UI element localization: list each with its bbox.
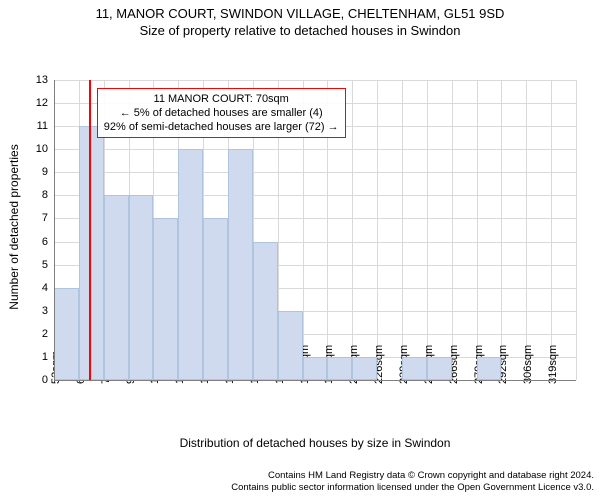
y-tick-label: 13 xyxy=(36,74,54,86)
gridline-h xyxy=(54,80,576,81)
x-tick-label: 319sqm xyxy=(547,345,559,384)
y-tick-label: 10 xyxy=(36,143,54,155)
callout-line: ← 5% of detached houses are smaller (4) xyxy=(104,106,339,120)
y-tick-label: 5 xyxy=(42,259,54,271)
gridline-v xyxy=(377,80,378,380)
histogram-bar xyxy=(477,357,502,380)
histogram-bar xyxy=(327,357,352,380)
gridline-v xyxy=(352,80,353,380)
gridline-v xyxy=(427,80,428,380)
y-tick-label: 8 xyxy=(42,189,54,201)
y-tick-label: 4 xyxy=(42,282,54,294)
histogram-bar xyxy=(278,311,303,380)
y-axis-label: Number of detached properties xyxy=(7,127,21,327)
histogram-bar xyxy=(104,195,129,380)
x-axis xyxy=(54,380,576,381)
histogram-bar xyxy=(402,357,427,380)
y-tick-label: 9 xyxy=(42,166,54,178)
histogram-bar xyxy=(79,126,104,380)
y-tick-label: 7 xyxy=(42,212,54,224)
histogram-bar xyxy=(129,195,154,380)
attribution-footer: Contains HM Land Registry data © Crown c… xyxy=(0,468,600,494)
histogram-bar xyxy=(153,218,178,380)
histogram-bar xyxy=(253,242,278,380)
footer-line: Contains HM Land Registry data © Crown c… xyxy=(0,470,594,482)
y-tick-label: 12 xyxy=(36,97,54,109)
gridline-v xyxy=(526,80,527,380)
histogram-bar xyxy=(303,357,328,380)
histogram-bar xyxy=(427,357,452,380)
histogram-bar xyxy=(352,357,377,380)
gridline-h xyxy=(54,172,576,173)
histogram-bar xyxy=(178,149,203,380)
callout-line: 11 MANOR COURT: 70sqm xyxy=(104,92,339,106)
x-tick-label: 306sqm xyxy=(522,345,534,384)
gridline-v xyxy=(501,80,502,380)
histogram-bar xyxy=(54,288,79,380)
y-tick-label: 3 xyxy=(42,305,54,317)
gridline-v xyxy=(477,80,478,380)
callout-line: 92% of semi-detached houses are larger (… xyxy=(104,120,339,134)
gridline-v xyxy=(452,80,453,380)
property-marker-line xyxy=(89,80,91,380)
y-tick-label: 11 xyxy=(37,120,54,132)
gridline-h xyxy=(54,149,576,150)
y-axis xyxy=(54,80,55,380)
y-tick-label: 2 xyxy=(42,328,54,340)
histogram-bar xyxy=(203,218,228,380)
gridline-v xyxy=(576,80,577,380)
footer-line: Contains public sector information licen… xyxy=(0,482,594,494)
chart-subtitle: Size of property relative to detached ho… xyxy=(0,23,600,38)
marker-callout: 11 MANOR COURT: 70sqm ← 5% of detached h… xyxy=(97,88,346,138)
histogram-bar xyxy=(228,149,253,380)
gridline-v xyxy=(402,80,403,380)
x-axis-label: Distribution of detached houses by size … xyxy=(54,436,576,450)
chart-area: 01234567891011121352sqm65sqm79sqm92sqm10… xyxy=(0,38,600,468)
chart-title: 11, MANOR COURT, SWINDON VILLAGE, CHELTE… xyxy=(0,6,600,21)
y-tick-label: 6 xyxy=(42,236,54,248)
gridline-v xyxy=(551,80,552,380)
